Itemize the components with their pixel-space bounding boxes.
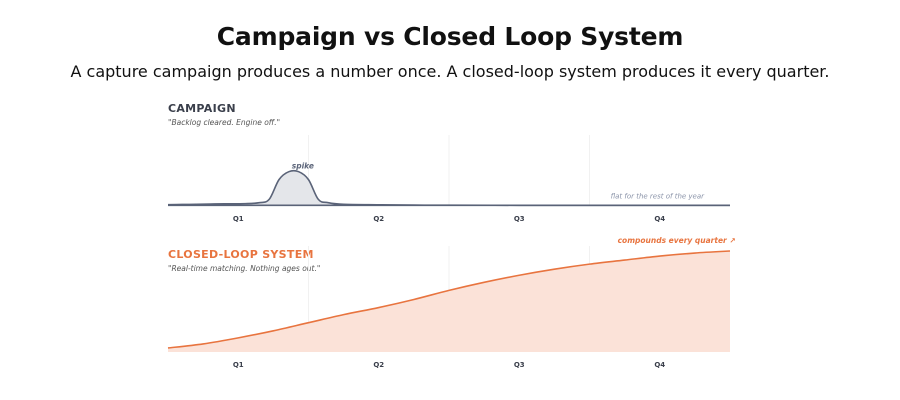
campaign-tick-label: Q4 bbox=[654, 215, 665, 223]
closed-loop-series-line bbox=[167, 250, 731, 349]
campaign-area-fill bbox=[168, 170, 730, 206]
page-title: Campaign vs Closed Loop System bbox=[216, 22, 684, 51]
campaign-tick-label: Q3 bbox=[514, 215, 525, 223]
closed-loop-tick-label: Q2 bbox=[373, 361, 384, 369]
closed-loop-chart: CLOSED-LOOP SYSTEM "Real-time matching. … bbox=[167, 236, 736, 369]
closed-loop-tick-label: Q1 bbox=[233, 361, 244, 369]
campaign-chart: CAMPAIGN "Backlog cleared. Engine off." … bbox=[167, 102, 730, 223]
campaign-chart-title: CAMPAIGN bbox=[168, 102, 236, 115]
campaign-annotation: flat for the rest of the year bbox=[611, 193, 706, 201]
closed-loop-chart-quote: "Real-time matching. Nothing ages out." bbox=[168, 264, 320, 273]
campaign-tick-label: Q1 bbox=[233, 215, 244, 223]
closed-loop-annotation: compounds every quarter ↗ bbox=[618, 236, 736, 245]
campaign-plot: Q1 Q2 Q3 Q4 spike flat for the rest of the ye… bbox=[167, 135, 730, 223]
closed-loop-chart-title: CLOSED-LOOP SYSTEM bbox=[168, 248, 314, 261]
closed-loop-tick-label: Q4 bbox=[654, 361, 665, 369]
campaign-annotation: spike bbox=[292, 161, 314, 170]
campaign-chart-quote: "Backlog cleared. Engine off." bbox=[168, 118, 280, 127]
page-subtitle: A capture campaign produces a number onc… bbox=[70, 62, 830, 81]
closed-loop-tick-label: Q3 bbox=[514, 361, 525, 369]
closed-loop-plot: Q1 Q2 Q3 Q4 compounds every quarter ↗ bbox=[167, 236, 736, 369]
closed-loop-area-fill bbox=[168, 251, 730, 352]
campaign-tick-label: Q2 bbox=[373, 215, 384, 223]
